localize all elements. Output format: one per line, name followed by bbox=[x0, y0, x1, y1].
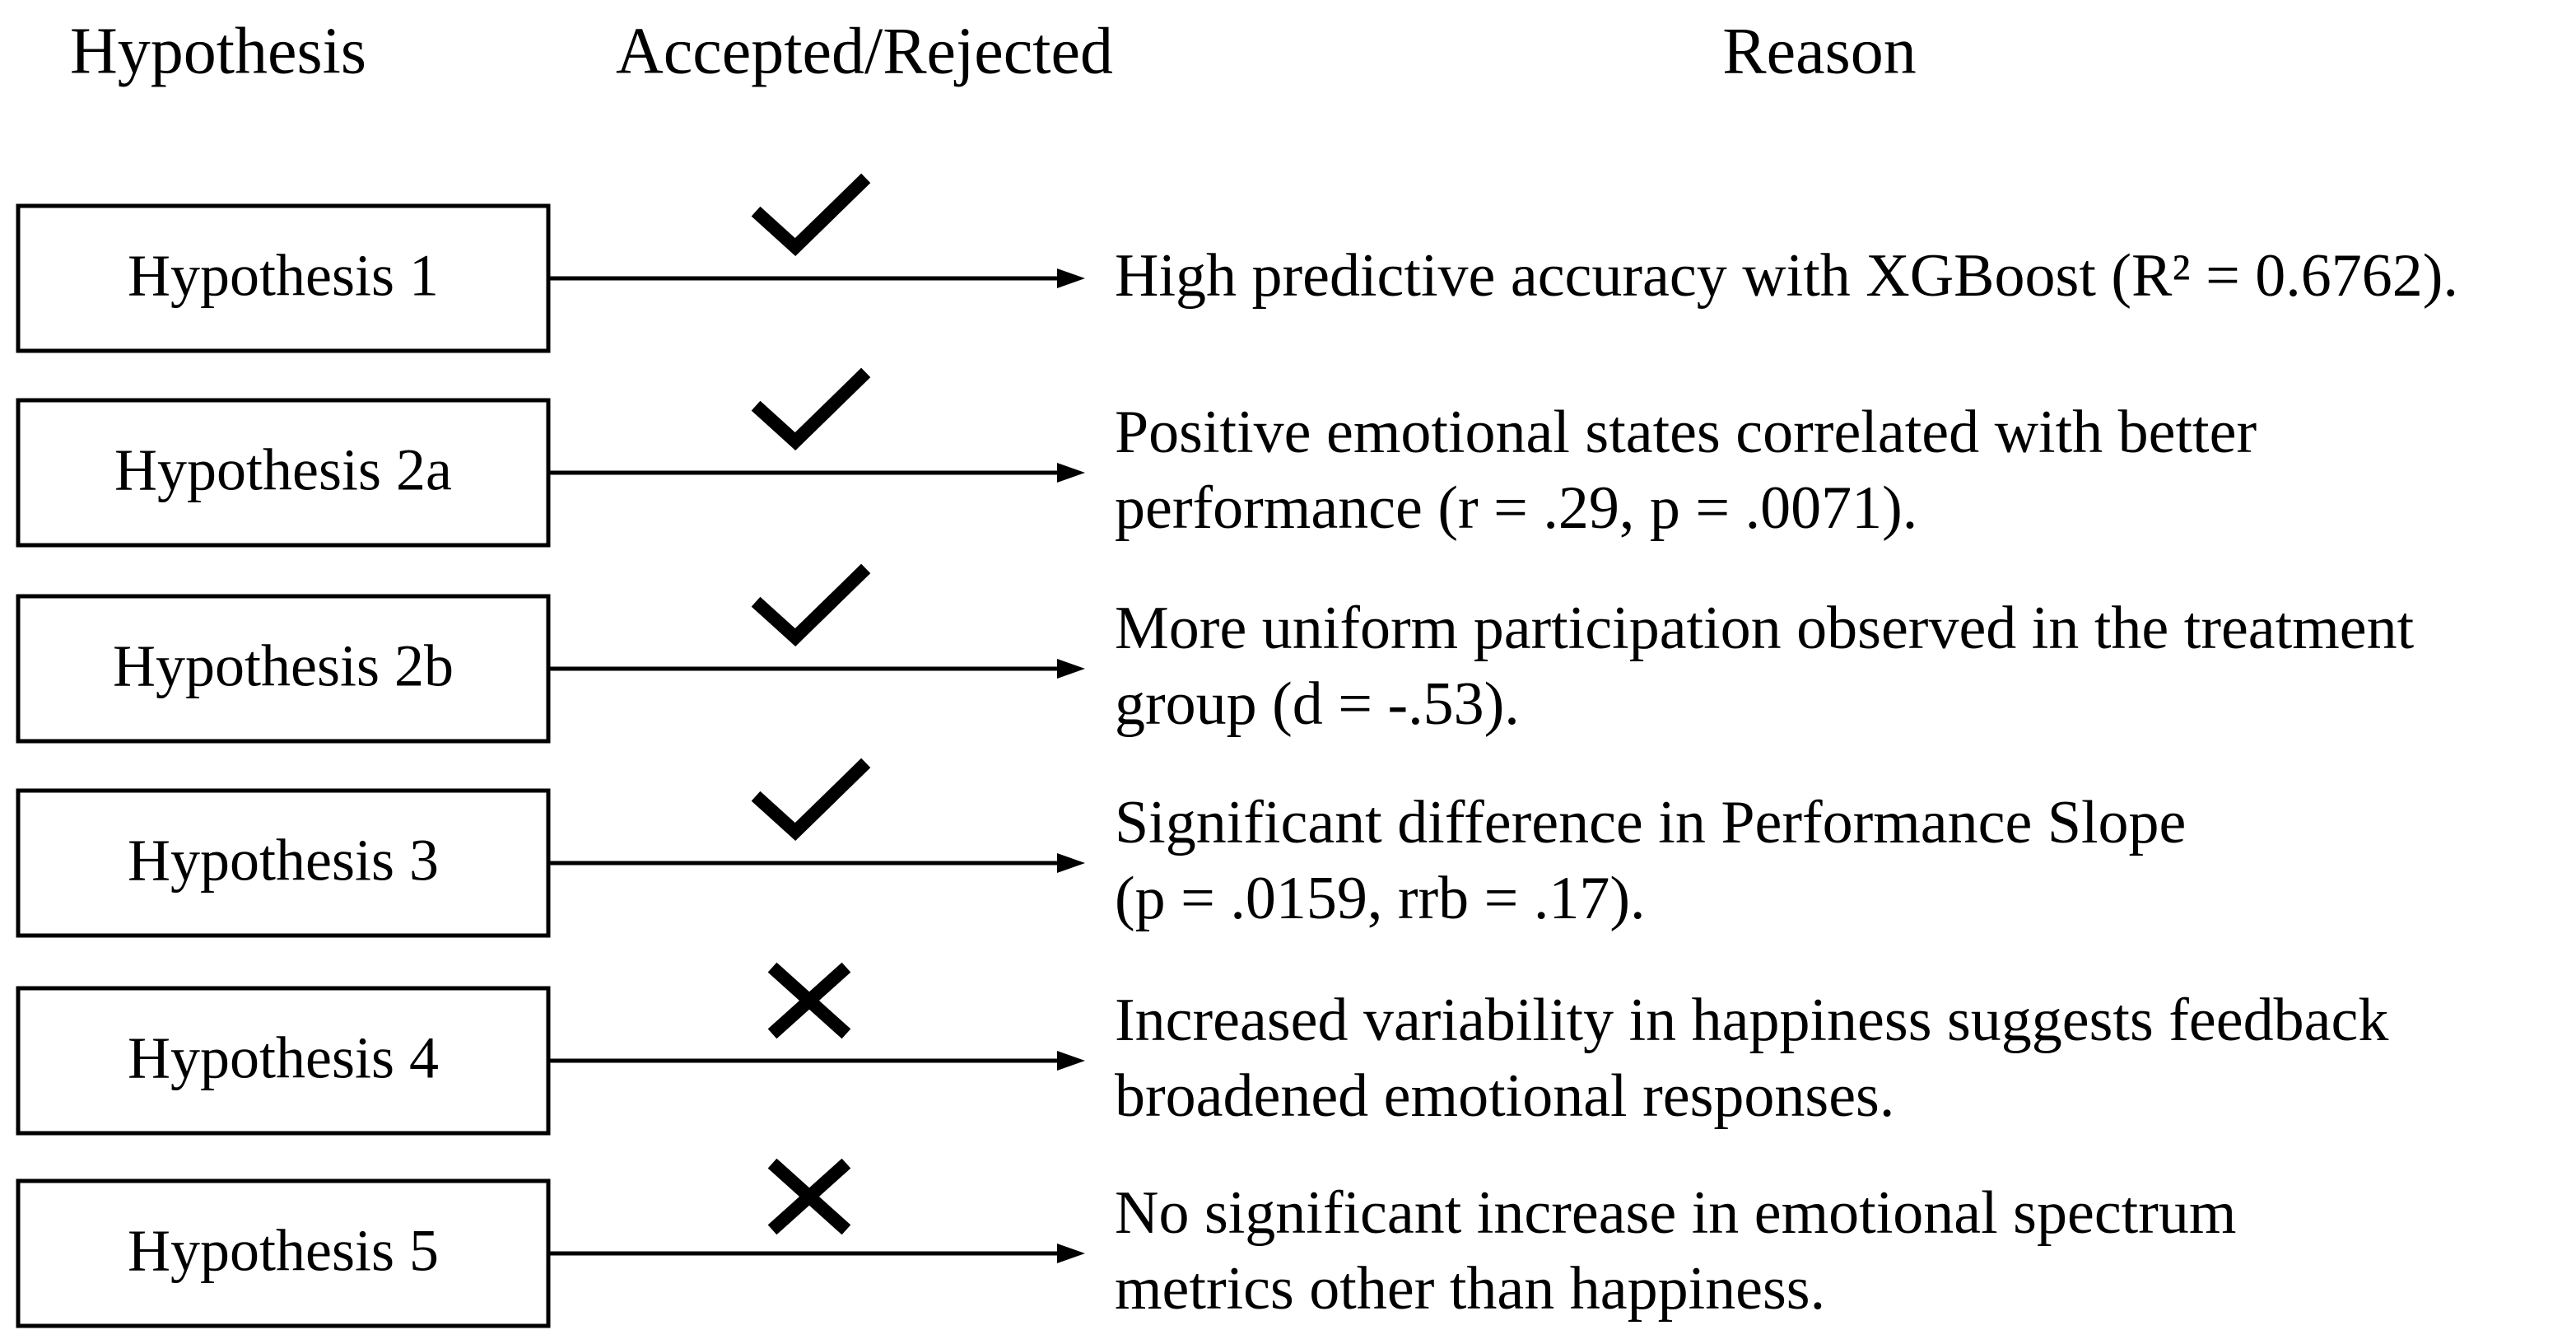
reason-text: More uniform participation observed in t… bbox=[1115, 595, 2415, 662]
arrowhead bbox=[1057, 463, 1085, 483]
check-icon bbox=[751, 367, 871, 450]
reason-text: metrics other than happiness. bbox=[1115, 1255, 1825, 1323]
arrowhead bbox=[1057, 1244, 1085, 1263]
hypothesis-label: Hypothesis 2a bbox=[114, 437, 452, 503]
header-hypothesis: Hypothesis bbox=[70, 15, 366, 87]
hypothesis-label: Hypothesis 1 bbox=[128, 243, 439, 309]
reason-text: Significant difference in Performance Sl… bbox=[1115, 789, 2186, 856]
reason-text: High predictive accuracy with XGBoost (R… bbox=[1115, 242, 2458, 310]
check-icon bbox=[751, 563, 871, 646]
header-status: Accepted/Rejected bbox=[616, 15, 1113, 87]
arrowhead bbox=[1057, 659, 1085, 679]
header-reason: Reason bbox=[1722, 15, 1917, 87]
arrowhead bbox=[1057, 268, 1085, 288]
reason-text: broadened emotional responses. bbox=[1115, 1062, 1894, 1130]
reason-text: Positive emotional states correlated wit… bbox=[1115, 399, 2257, 466]
cross-icon bbox=[767, 962, 851, 1039]
reason-text: (p = .0159, rrb = .17). bbox=[1115, 865, 1646, 932]
hypothesis-label: Hypothesis 3 bbox=[128, 828, 439, 894]
check-icon bbox=[751, 758, 871, 841]
hypothesis-label: Hypothesis 4 bbox=[128, 1025, 439, 1091]
reason-text: Increased variability in happiness sugge… bbox=[1115, 987, 2388, 1054]
cross-icon bbox=[767, 1158, 851, 1235]
reason-text: No significant increase in emotional spe… bbox=[1115, 1179, 2236, 1247]
hypothesis-label: Hypothesis 2b bbox=[113, 633, 454, 699]
arrowhead bbox=[1057, 1051, 1085, 1071]
hypothesis-label: Hypothesis 5 bbox=[128, 1218, 439, 1284]
reason-text: group (d = -.53). bbox=[1115, 670, 1520, 738]
arrowhead bbox=[1057, 853, 1085, 873]
reason-text: performance (r = .29, p = .0071). bbox=[1115, 474, 1917, 542]
status-icons bbox=[751, 173, 871, 1235]
check-icon bbox=[751, 173, 871, 256]
